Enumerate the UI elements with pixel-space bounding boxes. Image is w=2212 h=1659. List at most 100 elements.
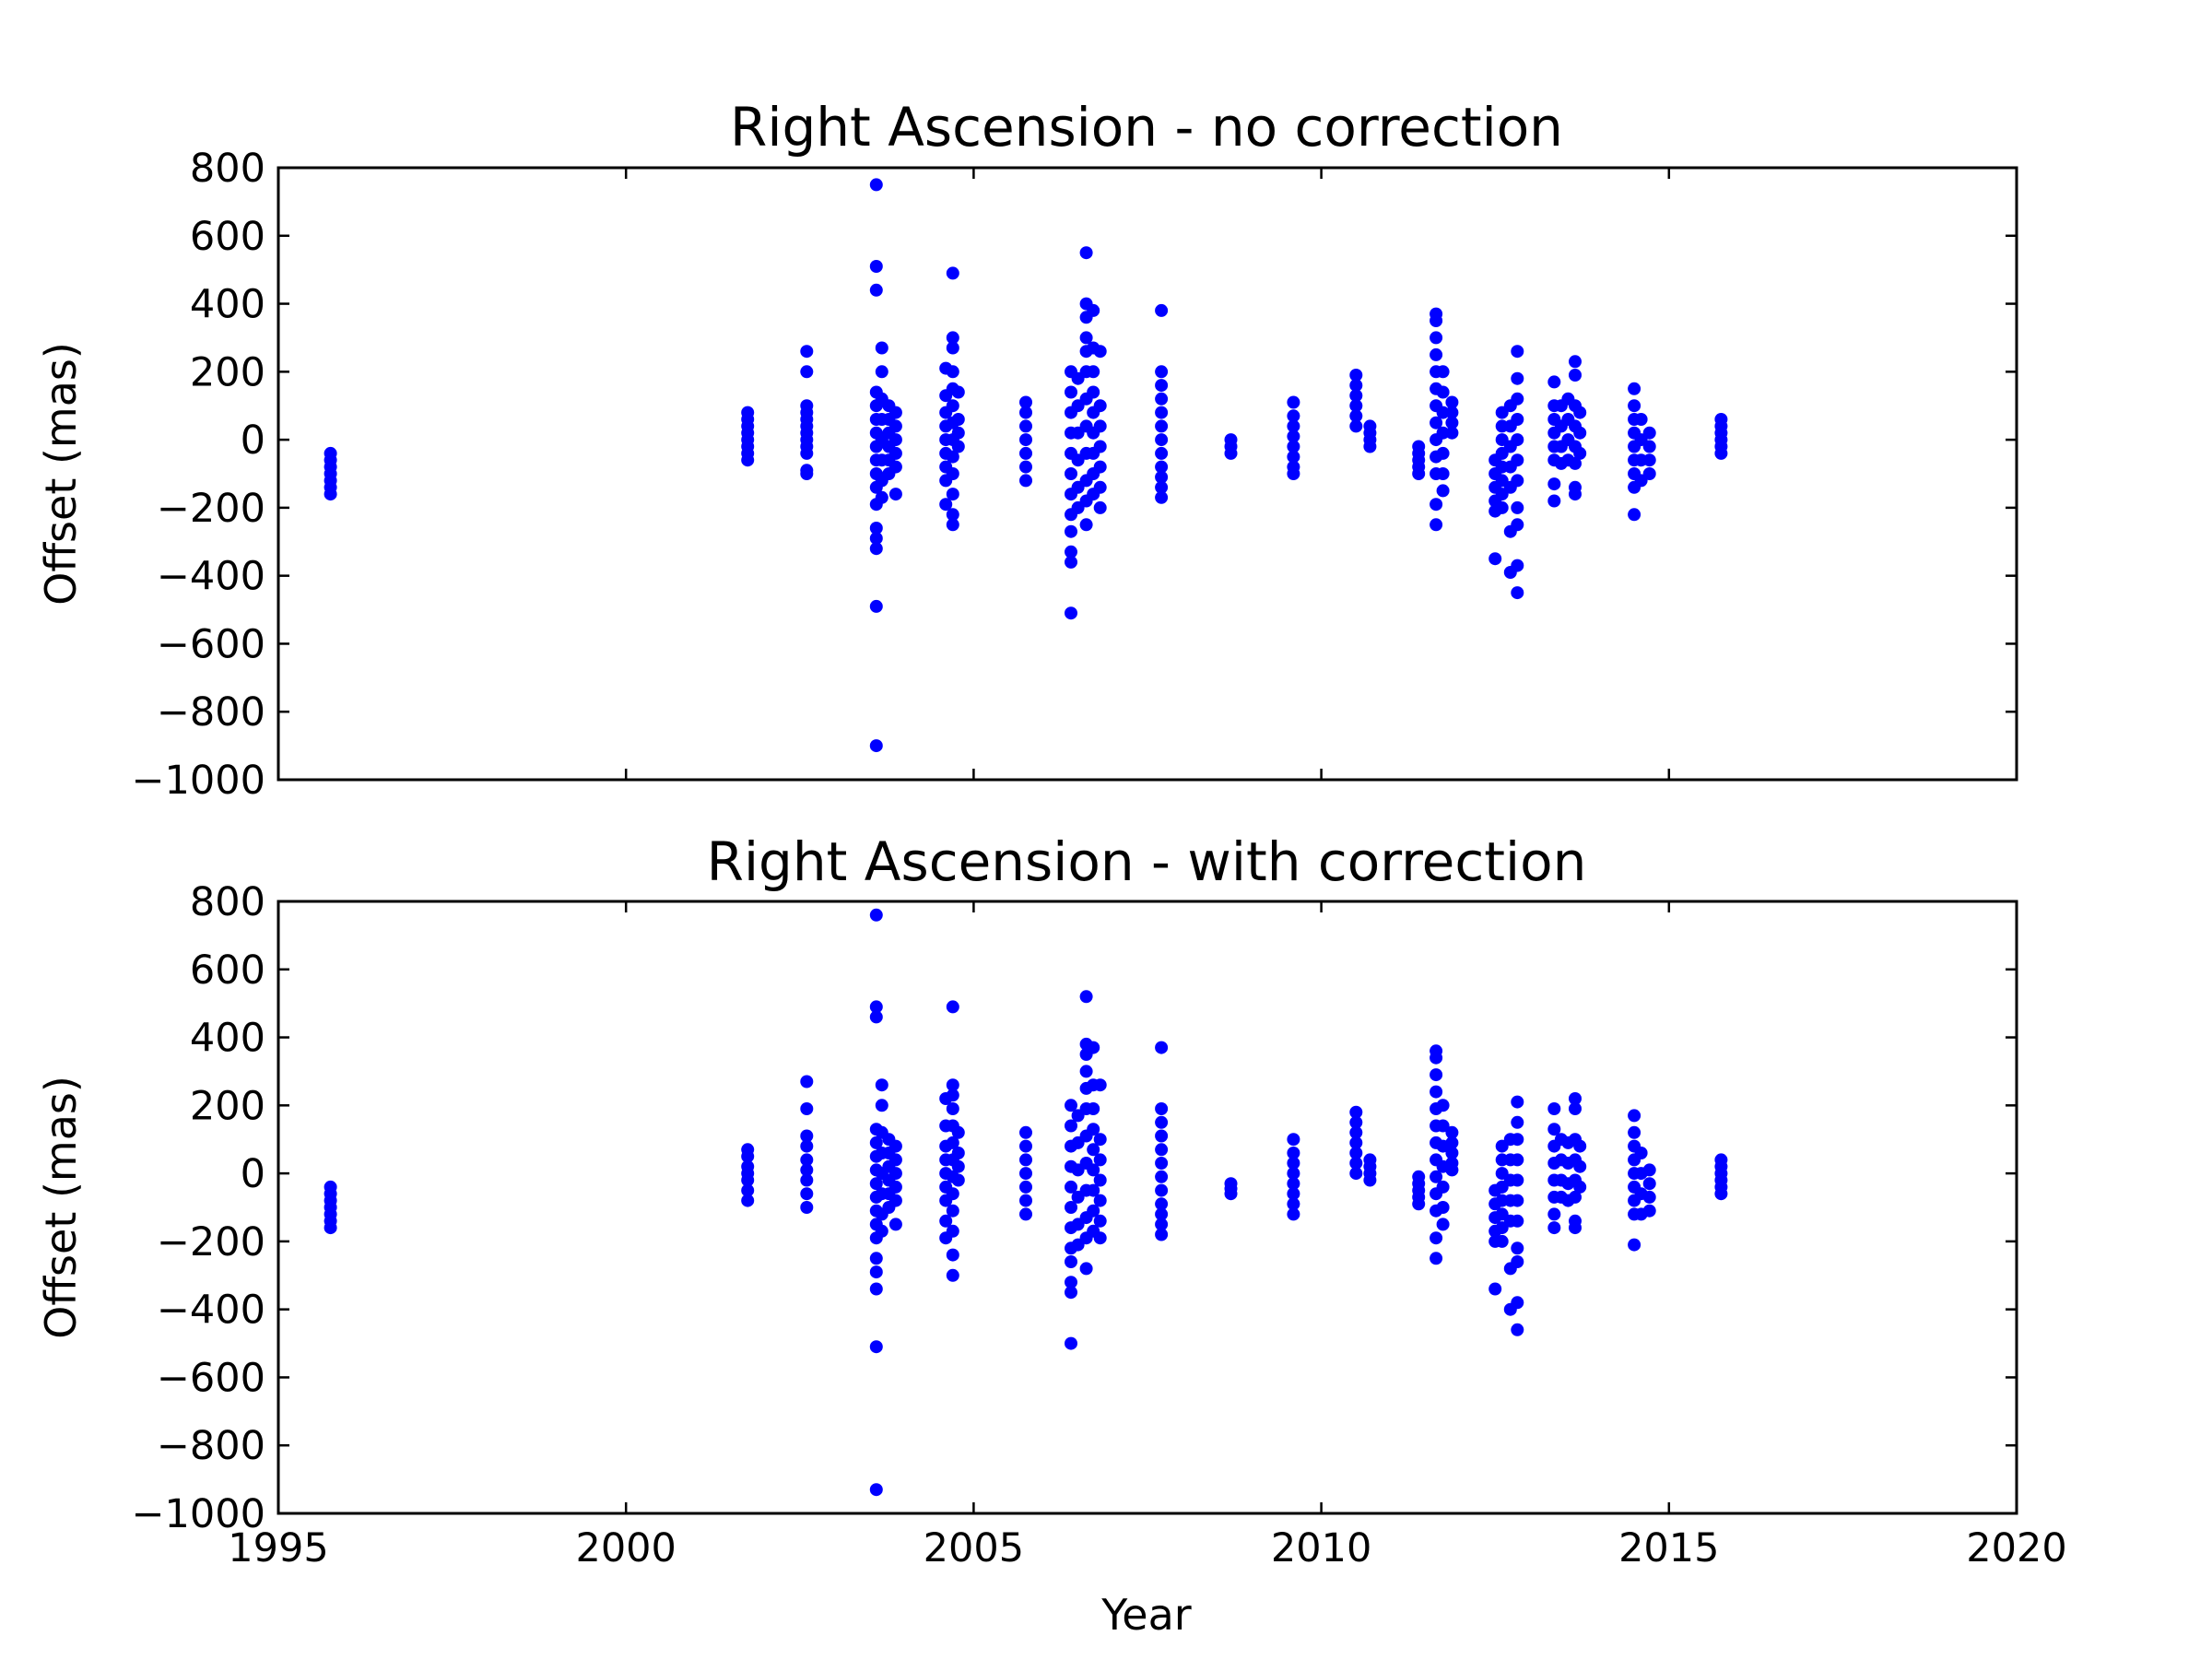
data-point [1065,1286,1077,1300]
data-point [888,1167,902,1181]
data-point [1087,1183,1100,1197]
data-point [1430,1051,1443,1065]
data-point [1155,460,1169,474]
data-point [1065,1180,1077,1194]
data-point [1488,552,1502,566]
data-point [1412,467,1426,480]
data-point [1019,395,1032,409]
data-point [1511,413,1524,426]
data-point [1511,1255,1524,1268]
data-point [1287,419,1300,433]
data-point [869,1252,883,1265]
data-point [1642,1163,1656,1177]
data-point [1430,1252,1443,1265]
y-tick-label: 400 [190,1016,265,1062]
data-point [1087,1041,1100,1054]
y-tick-label: 0 [241,1151,265,1197]
data-point [1155,1197,1169,1211]
data-point [800,1187,814,1201]
data-point [1436,385,1450,399]
data-point [1436,446,1450,460]
data-point [1714,446,1728,460]
data-point [1436,1099,1450,1112]
data-point [875,1078,888,1092]
data-point [1642,440,1656,453]
data-point [1511,1194,1524,1207]
data-point [1349,1105,1363,1119]
data-point [1079,1065,1093,1078]
data-point [1287,1187,1300,1201]
data-point [1436,1218,1450,1231]
data-point [1155,490,1169,504]
data-point [869,1483,883,1497]
data-point [1155,1218,1169,1231]
data-point [875,341,888,355]
data-point [1155,379,1169,393]
data-point [1019,1207,1032,1221]
data-point [741,1149,755,1163]
data-point [1093,500,1107,514]
data-point [800,446,814,460]
data-point [800,365,814,379]
data-point [1642,453,1656,467]
data-point [1634,1147,1648,1159]
data-point [1093,419,1107,433]
data-point [1349,1167,1363,1181]
data-point [888,1153,902,1167]
data-point [1093,1231,1107,1245]
data-point [1511,371,1524,385]
data-point [1511,433,1524,447]
data-point [1287,1157,1300,1170]
y-tick-label: −200 [157,1219,265,1265]
data-point [1093,399,1107,413]
data-point [1573,426,1587,440]
data-point [1155,365,1169,379]
y-tick-label: −400 [157,554,265,600]
data-point [741,453,755,467]
data-point [951,1147,965,1159]
data-point [869,1000,883,1014]
data-point [1436,467,1450,480]
data-point [1093,480,1107,494]
data-point [1079,331,1093,345]
data-point [741,1194,755,1207]
data-point [1511,392,1524,406]
data-point [946,1204,959,1218]
data-point [1093,1153,1107,1167]
data-point [1573,406,1587,419]
data-point [1019,1180,1032,1194]
data-point [946,508,959,522]
data-point [888,1194,902,1207]
data-point [1430,1170,1443,1183]
data-point [946,1135,959,1149]
data-point [946,1000,959,1014]
data-point [1547,1221,1561,1235]
data-point [1065,1276,1077,1289]
data-point [1287,450,1300,464]
data-point [1349,1157,1363,1170]
data-point [869,1010,883,1024]
data-point [1430,314,1443,327]
data-point [1628,382,1641,395]
data-point [1445,416,1459,429]
data-point [946,341,959,355]
data-point [1573,1159,1587,1173]
data-point [946,1078,959,1092]
data-point [946,1224,959,1238]
data-point [1714,1187,1728,1201]
data-point [1065,545,1077,559]
data-point [1430,347,1443,361]
x-tick-label: 2020 [1966,1525,2066,1571]
data-point [1436,484,1450,498]
data-point [939,498,953,512]
data-point [1087,1143,1100,1157]
data-point [1569,488,1582,501]
data-point [1511,1115,1524,1129]
y-tick-label: 200 [190,1083,265,1129]
data-point [1079,518,1093,532]
data-point [869,260,883,273]
data-point [1155,470,1169,484]
data-point [1087,1204,1100,1218]
data-point [1445,1147,1459,1159]
data-point [888,419,902,433]
